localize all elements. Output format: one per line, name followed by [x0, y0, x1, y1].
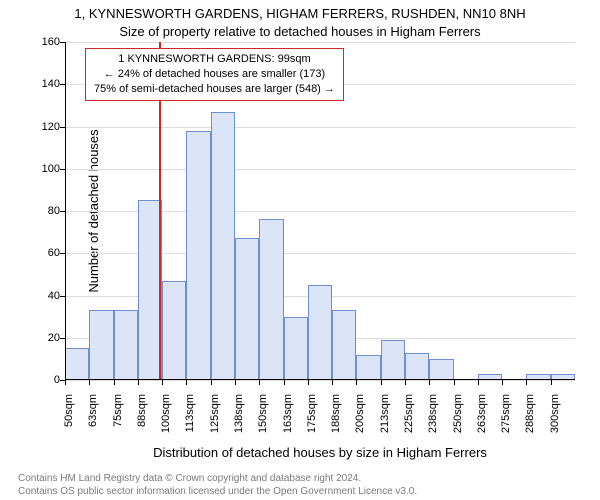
- xtick-mark: [478, 380, 479, 385]
- histogram-bar: [114, 310, 138, 380]
- xtick-mark: [332, 380, 333, 385]
- xtick-mark: [162, 380, 163, 385]
- ytick-label: 160: [25, 36, 60, 48]
- xtick-mark: [356, 380, 357, 385]
- xtick-mark: [526, 380, 527, 385]
- histogram-bar: [356, 355, 380, 380]
- xtick-mark: [138, 380, 139, 385]
- annotation-line3: 75% of semi-detached houses are larger (…: [94, 82, 335, 97]
- footer: Contains HM Land Registry data © Crown c…: [18, 472, 417, 498]
- histogram-bar: [162, 281, 186, 380]
- xtick-mark: [235, 380, 236, 385]
- xtick-mark: [429, 380, 430, 385]
- grid-line: [65, 169, 575, 170]
- histogram-bar: [429, 359, 453, 380]
- xtick-mark: [284, 380, 285, 385]
- xtick-mark: [186, 380, 187, 385]
- chart-title-line1: 1, KYNNESWORTH GARDENS, HIGHAM FERRERS, …: [0, 6, 600, 21]
- histogram-bar: [211, 112, 235, 380]
- chart-title-line2: Size of property relative to detached ho…: [0, 24, 600, 39]
- grid-line: [65, 42, 575, 43]
- ytick-label: 0: [25, 374, 60, 386]
- annotation-line2: ← 24% of detached houses are smaller (17…: [94, 67, 335, 82]
- histogram-bar: [332, 310, 356, 380]
- y-axis-line: [65, 42, 66, 380]
- histogram-bar: [65, 348, 89, 380]
- annotation-line1: 1 KYNNESWORTH GARDENS: 99sqm: [94, 52, 335, 67]
- histogram-bar: [308, 285, 332, 380]
- ytick-label: 140: [25, 78, 60, 90]
- xticks: 50sqm63sqm75sqm88sqm100sqm113sqm125sqm13…: [65, 380, 575, 450]
- xtick-mark: [259, 380, 260, 385]
- xtick-mark: [211, 380, 212, 385]
- footer-line1: Contains HM Land Registry data © Crown c…: [18, 472, 417, 485]
- ytick-label: 40: [25, 290, 60, 302]
- histogram-bar: [284, 317, 308, 380]
- xtick-mark: [551, 380, 552, 385]
- yaxis-title-wrap: Number of detached houses: [0, 42, 20, 380]
- annotation-box: 1 KYNNESWORTH GARDENS: 99sqm ← 24% of de…: [85, 48, 344, 101]
- footer-line2: Contains OS public sector information li…: [18, 485, 417, 498]
- xaxis-title: Distribution of detached houses by size …: [65, 445, 575, 460]
- histogram-bar: [405, 353, 429, 380]
- histogram-bar: [89, 310, 113, 380]
- histogram-bar: [259, 219, 283, 380]
- xtick-mark: [405, 380, 406, 385]
- ytick-label: 80: [25, 205, 60, 217]
- ytick-label: 20: [25, 332, 60, 344]
- xtick-mark: [65, 380, 66, 385]
- xtick-mark: [308, 380, 309, 385]
- ytick-label: 60: [25, 247, 60, 259]
- chart-container: 1, KYNNESWORTH GARDENS, HIGHAM FERRERS, …: [0, 0, 600, 500]
- ytick-label: 120: [25, 121, 60, 133]
- xtick-mark: [114, 380, 115, 385]
- xtick-mark: [502, 380, 503, 385]
- histogram-bar: [381, 340, 405, 380]
- ytick-label: 100: [25, 163, 60, 175]
- xtick-mark: [454, 380, 455, 385]
- histogram-bar: [186, 131, 210, 380]
- xtick-mark: [381, 380, 382, 385]
- xtick-mark: [89, 380, 90, 385]
- histogram-bar: [235, 238, 259, 380]
- grid-line: [65, 127, 575, 128]
